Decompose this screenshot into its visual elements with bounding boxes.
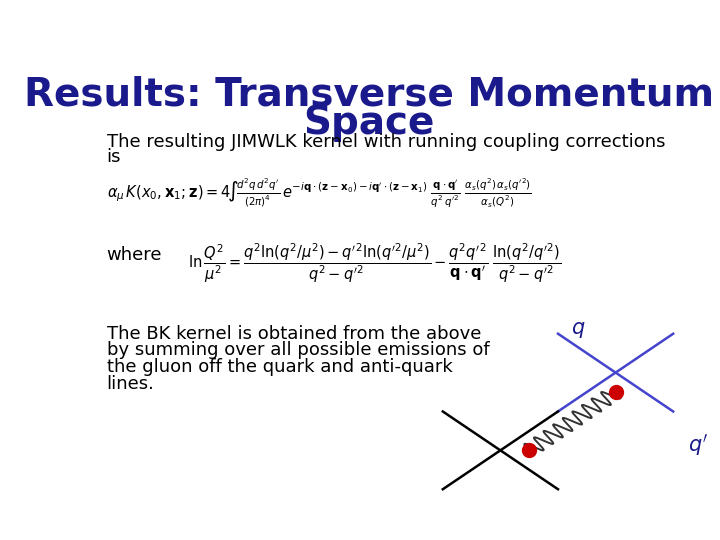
Point	[610, 388, 621, 396]
Point	[523, 446, 535, 455]
Text: $\alpha_\mu\, K(x_0, \mathbf{x}_1; \mathbf{z}) = 4\!\int\!\frac{d^2q\,d^2q'}{(2\: $\alpha_\mu\, K(x_0, \mathbf{x}_1; \math…	[107, 177, 531, 210]
Text: where: where	[107, 246, 162, 264]
Text: $\ln\dfrac{Q^2}{\mu^2} = \dfrac{q^2\ln(q^2/\mu^2) - q'^2\ln(q'^2/\mu^2)}{q^2 - q: $\ln\dfrac{Q^2}{\mu^2} = \dfrac{q^2\ln(q…	[188, 241, 561, 286]
Text: is: is	[107, 148, 121, 166]
Text: lines.: lines.	[107, 375, 155, 393]
Text: $q$: $q$	[571, 320, 585, 340]
Text: Results: Transverse Momentum: Results: Transverse Momentum	[24, 75, 714, 113]
Text: The resulting JIMWLK kernel with running coupling corrections: The resulting JIMWLK kernel with running…	[107, 133, 665, 151]
Text: the gluon off the quark and anti-quark: the gluon off the quark and anti-quark	[107, 358, 452, 376]
Text: Space: Space	[303, 104, 435, 143]
Text: by summing over all possible emissions of: by summing over all possible emissions o…	[107, 341, 490, 359]
Text: $q'$: $q'$	[688, 431, 708, 457]
Text: The BK kernel is obtained from the above: The BK kernel is obtained from the above	[107, 325, 481, 343]
